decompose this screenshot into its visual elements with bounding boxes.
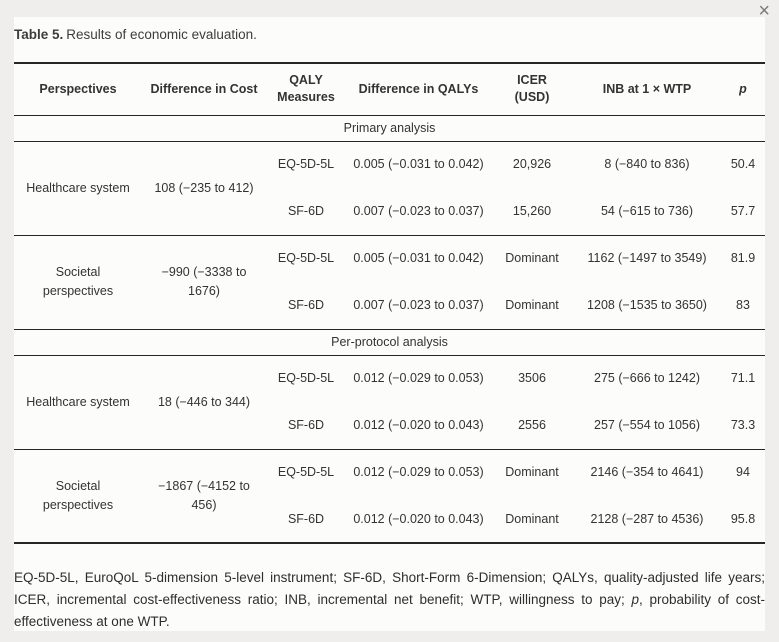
cell-icer: Dominant bbox=[505, 297, 559, 312]
cell-diff-qalys: 0.007 (−0.023 to 0.037) bbox=[353, 203, 484, 218]
table-row: Societal perspectives −1867 (−4152 to 45… bbox=[14, 448, 765, 543]
col-header-perspectives: Perspectives bbox=[14, 63, 142, 116]
col-header-inb: INB at 1 × WTP bbox=[573, 63, 721, 116]
table-row: Societal perspectives −990 (−3338 to 167… bbox=[14, 234, 765, 329]
cell-qaly-measure: EQ-5D-5L bbox=[266, 448, 346, 496]
section-label: Per-protocol analysis bbox=[14, 328, 765, 356]
cell-diff-qalys: 0.007 (−0.023 to 0.037) bbox=[353, 297, 484, 312]
cell-qaly-measure: SF-6D bbox=[287, 297, 325, 312]
cell-perspective: Societal perspectives bbox=[14, 234, 142, 329]
table-row: Healthcare system 18 (−446 to 344) EQ-5D… bbox=[14, 354, 765, 449]
cell-inb: 1162 (−1497 to 3549) bbox=[573, 234, 721, 282]
cell-icer: 3506 bbox=[491, 354, 573, 402]
cell-inb: 54 (−615 to 736) bbox=[600, 203, 694, 218]
cell-diff-qalys: 0.012 (−0.020 to 0.043) bbox=[353, 511, 484, 526]
cell-diff-qalys: 0.012 (−0.020 to 0.043) bbox=[353, 417, 484, 432]
cell-diff-qalys: 0.012 (−0.029 to 0.053) bbox=[346, 354, 491, 402]
cell-diff-cost: 108 (−235 to 412) bbox=[142, 140, 266, 235]
cell-diff-qalys: 0.005 (−0.031 to 0.042) bbox=[346, 234, 491, 282]
table-row: SF-6D 0.012 (−0.020 to 0.043) Dominant 2… bbox=[14, 496, 765, 543]
table-row: SF-6D 0.012 (−0.020 to 0.043) 2556 257 (… bbox=[14, 402, 765, 449]
cell-p: 83 bbox=[736, 297, 750, 312]
cell-icer: 20,926 bbox=[491, 140, 573, 188]
col-header-diff-qalys: Difference in QALYs bbox=[346, 63, 491, 116]
cell-p: 50.4 bbox=[721, 140, 765, 188]
cell-qaly-measure: SF-6D bbox=[287, 511, 325, 526]
table-title-text: Results of economic evaluation. bbox=[66, 27, 257, 42]
cell-p: 95.8 bbox=[730, 511, 756, 526]
cell-icer: 15,260 bbox=[512, 203, 552, 218]
cell-diff-cost: 18 (−446 to 344) bbox=[142, 354, 266, 449]
cell-p: 57.7 bbox=[730, 203, 756, 218]
table-lightbox-panel: Table 5. Results of economic evaluation. … bbox=[14, 17, 765, 631]
cell-diff-qalys: 0.012 (−0.029 to 0.053) bbox=[346, 448, 491, 496]
cell-inb: 275 (−666 to 1242) bbox=[573, 354, 721, 402]
cell-inb: 2128 (−287 to 4536) bbox=[590, 511, 704, 526]
table-row: Healthcare system 108 (−235 to 412) EQ-5… bbox=[14, 140, 765, 235]
cell-qaly-measure: SF-6D bbox=[287, 417, 325, 432]
table-title: Table 5. Results of economic evaluation. bbox=[14, 27, 765, 42]
cell-qaly-measure: EQ-5D-5L bbox=[266, 354, 346, 402]
cell-icer: Dominant bbox=[491, 234, 573, 282]
header-row: Perspectives Difference in Cost QALY Mea… bbox=[14, 63, 765, 116]
section-label: Primary analysis bbox=[14, 114, 765, 142]
cell-diff-cost: −1867 (−4152 to 456) bbox=[142, 448, 266, 543]
cell-icer: Dominant bbox=[491, 448, 573, 496]
footnote-p-symbol: p bbox=[631, 591, 639, 607]
cell-diff-cost: −990 (−3338 to 1676) bbox=[142, 234, 266, 329]
cell-inb: 1208 (−1535 to 3650) bbox=[587, 297, 707, 312]
results-table: Perspectives Difference in Cost QALY Mea… bbox=[14, 62, 765, 544]
cell-perspective: Societal perspectives bbox=[14, 448, 142, 543]
cell-p: 73.3 bbox=[730, 417, 756, 432]
footnote-text: , probability of cost-effectiveness at o… bbox=[14, 591, 765, 629]
cell-qaly-measure: SF-6D bbox=[287, 203, 325, 218]
cell-icer: Dominant bbox=[505, 511, 559, 526]
cell-p: 94 bbox=[721, 448, 765, 496]
cell-p: 71.1 bbox=[721, 354, 765, 402]
cell-diff-qalys: 0.005 (−0.031 to 0.042) bbox=[346, 140, 491, 188]
table-row: SF-6D 0.007 (−0.023 to 0.037) Dominant 1… bbox=[14, 282, 765, 329]
footnote-text: EQ-5D-5L, EuroQoL 5-dimension 5-level in… bbox=[14, 570, 765, 607]
table-footnote: EQ-5D-5L, EuroQoL 5-dimension 5-level in… bbox=[14, 567, 765, 633]
section-row-primary: Primary analysis bbox=[14, 114, 765, 142]
close-icon[interactable]: × bbox=[758, 0, 770, 22]
col-header-qaly-measures: QALY Measures bbox=[266, 63, 346, 116]
cell-inb: 257 (−554 to 1056) bbox=[594, 417, 700, 432]
table-number-label: Table 5. bbox=[14, 27, 64, 42]
cell-inb: 8 (−840 to 836) bbox=[573, 140, 721, 188]
cell-qaly-measure: EQ-5D-5L bbox=[266, 234, 346, 282]
col-header-diff-cost: Difference in Cost bbox=[142, 63, 266, 116]
table-row: SF-6D 0.007 (−0.023 to 0.037) 15,260 54 … bbox=[14, 188, 765, 235]
cell-inb: 2146 (−354 to 4641) bbox=[573, 448, 721, 496]
col-header-p: p bbox=[721, 63, 765, 116]
cell-perspective: Healthcare system bbox=[14, 354, 142, 449]
cell-qaly-measure: EQ-5D-5L bbox=[266, 140, 346, 188]
section-row-per-protocol: Per-protocol analysis bbox=[14, 328, 765, 356]
cell-p: 81.9 bbox=[721, 234, 765, 282]
col-header-icer: ICER (USD) bbox=[491, 63, 573, 116]
cell-perspective: Healthcare system bbox=[14, 140, 142, 235]
cell-icer: 2556 bbox=[518, 417, 546, 432]
